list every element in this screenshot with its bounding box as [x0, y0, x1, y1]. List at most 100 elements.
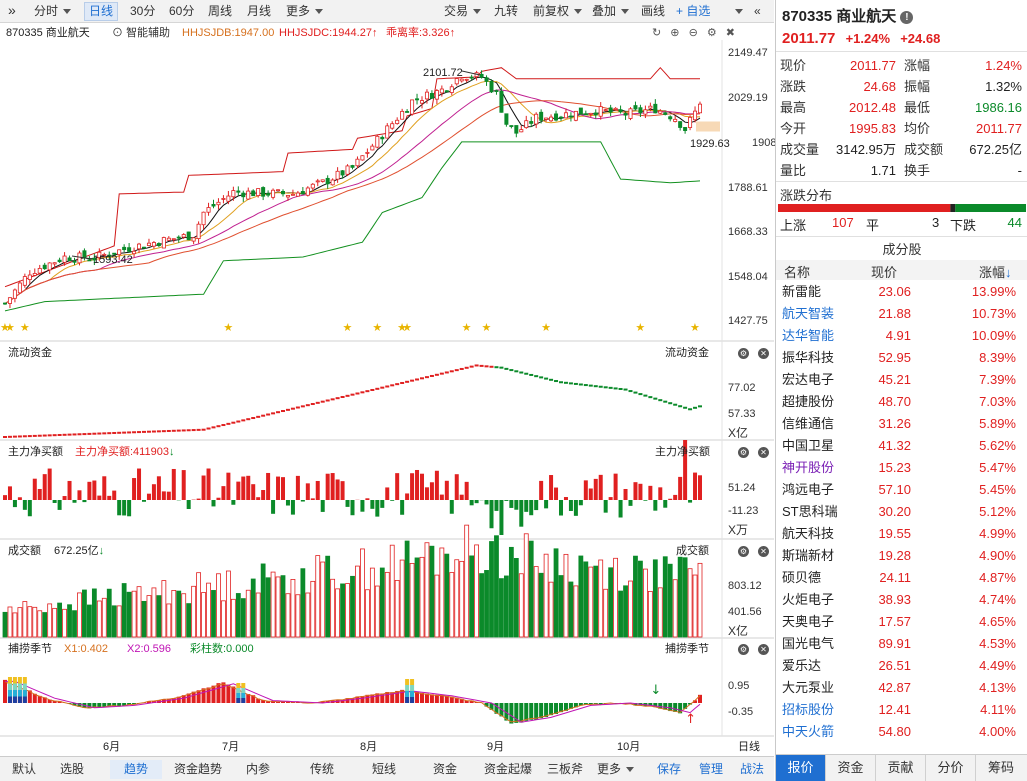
collapse-icon[interactable]: «	[754, 4, 761, 18]
tab-insider[interactable]: 内参	[246, 762, 271, 776]
list-item[interactable]: 爱乐达 26.51 4.49%	[780, 655, 1024, 677]
tab-weekly[interactable]: 周线	[208, 4, 233, 18]
list-item[interactable]: 宏达电子 45.21 7.39%	[780, 369, 1024, 391]
volume-bar	[295, 594, 301, 638]
volume-bar	[106, 588, 112, 638]
tab-fund[interactable]: 资金	[826, 755, 876, 781]
strategy-button[interactable]: 战法	[740, 762, 765, 776]
draw-button[interactable]: 画线	[641, 4, 666, 18]
tab-quote[interactable]: 报价	[776, 755, 826, 781]
settings-icon[interactable]: ⚙	[706, 27, 717, 39]
manage-button[interactable]: 管理	[699, 762, 724, 776]
season-bar	[583, 703, 588, 705]
remove-icon[interactable]: ⊖	[688, 27, 698, 39]
list-item[interactable]: 中国卫星 41.32 5.62%	[780, 435, 1024, 457]
smart-assist-toggle[interactable]: ⊙ 智能辅助	[112, 26, 170, 40]
tab-default[interactable]: 默认	[12, 762, 37, 776]
flow-point	[628, 390, 633, 393]
list-item[interactable]: 斯瑞新材 19.28 4.90%	[780, 545, 1024, 567]
list-item[interactable]: 达华智能 4.91 10.09%	[780, 325, 1024, 347]
list-item[interactable]: 大元泵业 42.87 4.13%	[780, 677, 1024, 699]
close-icon[interactable]: ✕	[758, 644, 769, 655]
fq-button[interactable]: 前复权	[529, 2, 586, 21]
close-icon[interactable]: ✕	[758, 447, 769, 458]
list-item[interactable]: 硕贝德 24.11 4.87%	[780, 567, 1024, 589]
volume-bar	[12, 612, 18, 638]
mainforce-bar	[206, 468, 211, 500]
tab-fund-burst[interactable]: 资金起爆	[484, 762, 533, 776]
list-item[interactable]: 国光电气 89.91 4.53%	[780, 633, 1024, 655]
kline-chart[interactable]: ★★ ★ ★ ★ ★ ★★ ★ ★ ★ ★ ★↓↑	[0, 40, 774, 756]
overlay-button[interactable]: 叠加	[588, 2, 633, 21]
tab-chips[interactable]: 筹码	[987, 760, 1014, 775]
list-item[interactable]: 火炬电子 38.93 4.74%	[780, 589, 1024, 611]
flow-point	[171, 429, 176, 432]
season-bar	[266, 701, 271, 703]
list-item[interactable]: 新雷能 23.06 13.99%	[780, 281, 1024, 303]
tab-fund[interactable]: 资金	[433, 762, 458, 776]
season-bar	[683, 703, 688, 709]
mainforce-bar	[598, 474, 603, 500]
tab-more[interactable]: 更多	[597, 760, 635, 779]
nine-turn-button[interactable]: 九转	[494, 4, 519, 18]
flow-point	[424, 376, 429, 379]
refresh-icon[interactable]: ↻	[652, 27, 662, 39]
tab-traditional[interactable]: 传统	[310, 762, 335, 776]
mainforce-bar	[578, 500, 583, 506]
mainforce-bar	[137, 468, 142, 500]
list-item[interactable]: 招标股份 12.41 4.11%	[780, 699, 1024, 721]
trade-button[interactable]: 交易	[440, 2, 485, 21]
tab-trend[interactable]: 趋势	[110, 760, 163, 779]
tab-stock-pick[interactable]: 选股	[60, 762, 85, 776]
volume-bar	[608, 567, 614, 638]
list-item[interactable]: 航天科技 19.55 4.99%	[780, 523, 1024, 545]
settings-icon[interactable]: ⚙	[738, 546, 749, 557]
col-name[interactable]: 名称	[784, 265, 811, 280]
save-button[interactable]: 保存	[657, 762, 682, 776]
season-bar	[196, 690, 201, 703]
tab-intraday[interactable]: 分时	[30, 2, 75, 21]
expand-icon[interactable]: »	[8, 2, 16, 18]
settings-icon[interactable]: ⚙	[738, 447, 749, 458]
close-icon[interactable]: ✖	[725, 27, 735, 39]
watchlist-dropdown[interactable]	[726, 2, 747, 21]
add-watchlist-button[interactable]: + 自选	[676, 4, 711, 18]
upper-band-line	[4, 66, 700, 288]
list-item[interactable]: 信维通信 31.26 5.89%	[780, 413, 1024, 435]
list-item[interactable]: 天奥电子 17.57 4.65%	[780, 611, 1024, 633]
list-item[interactable]: 鸿远电子 57.10 5.45%	[780, 479, 1024, 501]
close-icon[interactable]: ✕	[758, 546, 769, 557]
list-item[interactable]: 振华科技 52.95 8.39%	[780, 347, 1024, 369]
candle	[335, 170, 340, 180]
season-bar	[693, 700, 698, 703]
col-price[interactable]: 现价	[871, 265, 898, 280]
flow-point	[539, 376, 544, 379]
candle	[444, 90, 449, 93]
list-item[interactable]: 超捷股份 48.70 7.03%	[780, 391, 1024, 413]
tab-fund-trend[interactable]: 资金趋势	[174, 762, 223, 776]
settings-icon[interactable]: ⚙	[738, 644, 749, 655]
tab-three-axes[interactable]: 三板斧	[547, 762, 584, 776]
list-item[interactable]: 航天智装 21.88 10.73%	[780, 303, 1024, 325]
list-item[interactable]: 神开股份 15.23 5.47%	[780, 457, 1024, 479]
tab-more[interactable]: 更多	[282, 2, 327, 21]
col-change[interactable]: 涨幅↓	[979, 262, 1012, 281]
candle	[325, 177, 330, 185]
info-icon[interactable]: !	[900, 11, 914, 24]
list-item[interactable]: 中天火箭 54.80 4.00%	[780, 721, 1024, 743]
price-label: 2029.19	[728, 92, 768, 104]
tab-short-term[interactable]: 短线	[372, 762, 397, 776]
settings-icon[interactable]: ⚙	[738, 348, 749, 359]
add-icon[interactable]: ⊕	[670, 27, 680, 39]
season-bar	[573, 703, 578, 708]
flow-point	[340, 395, 345, 398]
dist-up-count: 107	[832, 215, 854, 230]
tab-price-dist[interactable]: 分价	[926, 755, 976, 781]
tab-monthly[interactable]: 月线	[247, 4, 272, 18]
list-item[interactable]: ST思科瑞 30.20 5.12%	[780, 501, 1024, 523]
tab-60min[interactable]: 60分	[169, 4, 195, 18]
tab-contribution[interactable]: 贡献	[876, 755, 926, 781]
tab-30min[interactable]: 30分	[130, 4, 156, 18]
tab-daily[interactable]: 日线	[84, 2, 119, 21]
close-icon[interactable]: ✕	[758, 348, 769, 359]
